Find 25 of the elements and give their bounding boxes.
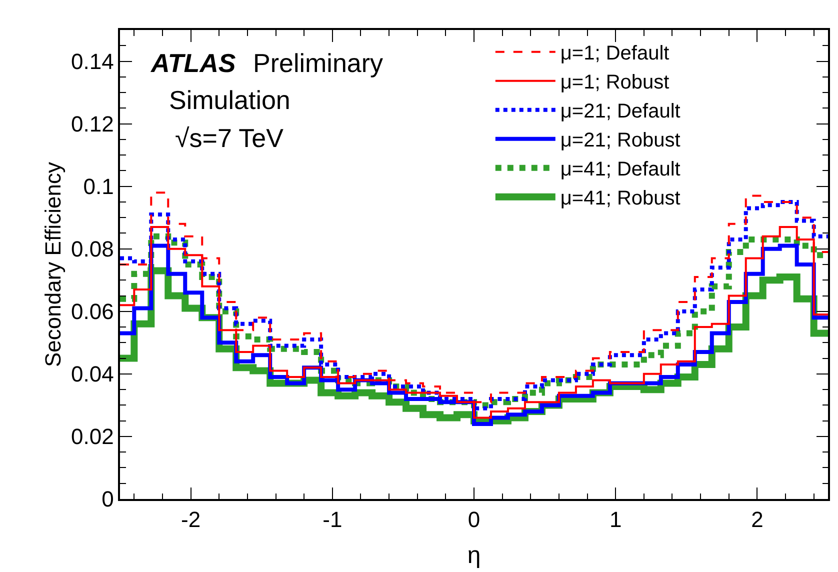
annotation: Simulation (169, 85, 290, 115)
legend-label: μ=21; Default (560, 100, 681, 123)
annotation: √s=7 TeV (175, 123, 284, 153)
y-tick-label: 0.04 (71, 362, 114, 387)
legend-label: μ=41; Default (560, 158, 681, 181)
annotation: Preliminary (253, 48, 384, 78)
legend-label: μ=41; Robust (560, 188, 681, 210)
y-axis-title: Secondary Efficiency (40, 162, 66, 368)
legend-label: μ=21; Robust (560, 130, 681, 152)
y-tick-label: 0.12 (71, 112, 114, 136)
y-tick-label: 0.06 (71, 299, 114, 324)
annotation: ATLAS (150, 48, 236, 78)
x-tick-label: 1 (609, 507, 622, 532)
y-tick-label: 0.08 (71, 236, 114, 262)
x-tick-label: 2 (751, 507, 764, 532)
legend-label: μ=1; Robust (560, 72, 670, 94)
x-axis-title: η (467, 542, 481, 569)
y-tick-label: 0.14 (71, 48, 114, 74)
x-tick-label: -1 (322, 507, 342, 532)
x-tick-label: 0 (468, 507, 480, 532)
legend-label: μ=1; Default (560, 42, 670, 65)
y-tick-label: 0.1 (83, 174, 114, 200)
y-tick-label: 0 (102, 486, 114, 512)
x-tick-label: -2 (181, 507, 201, 532)
y-tick-label: 0.02 (71, 424, 114, 450)
